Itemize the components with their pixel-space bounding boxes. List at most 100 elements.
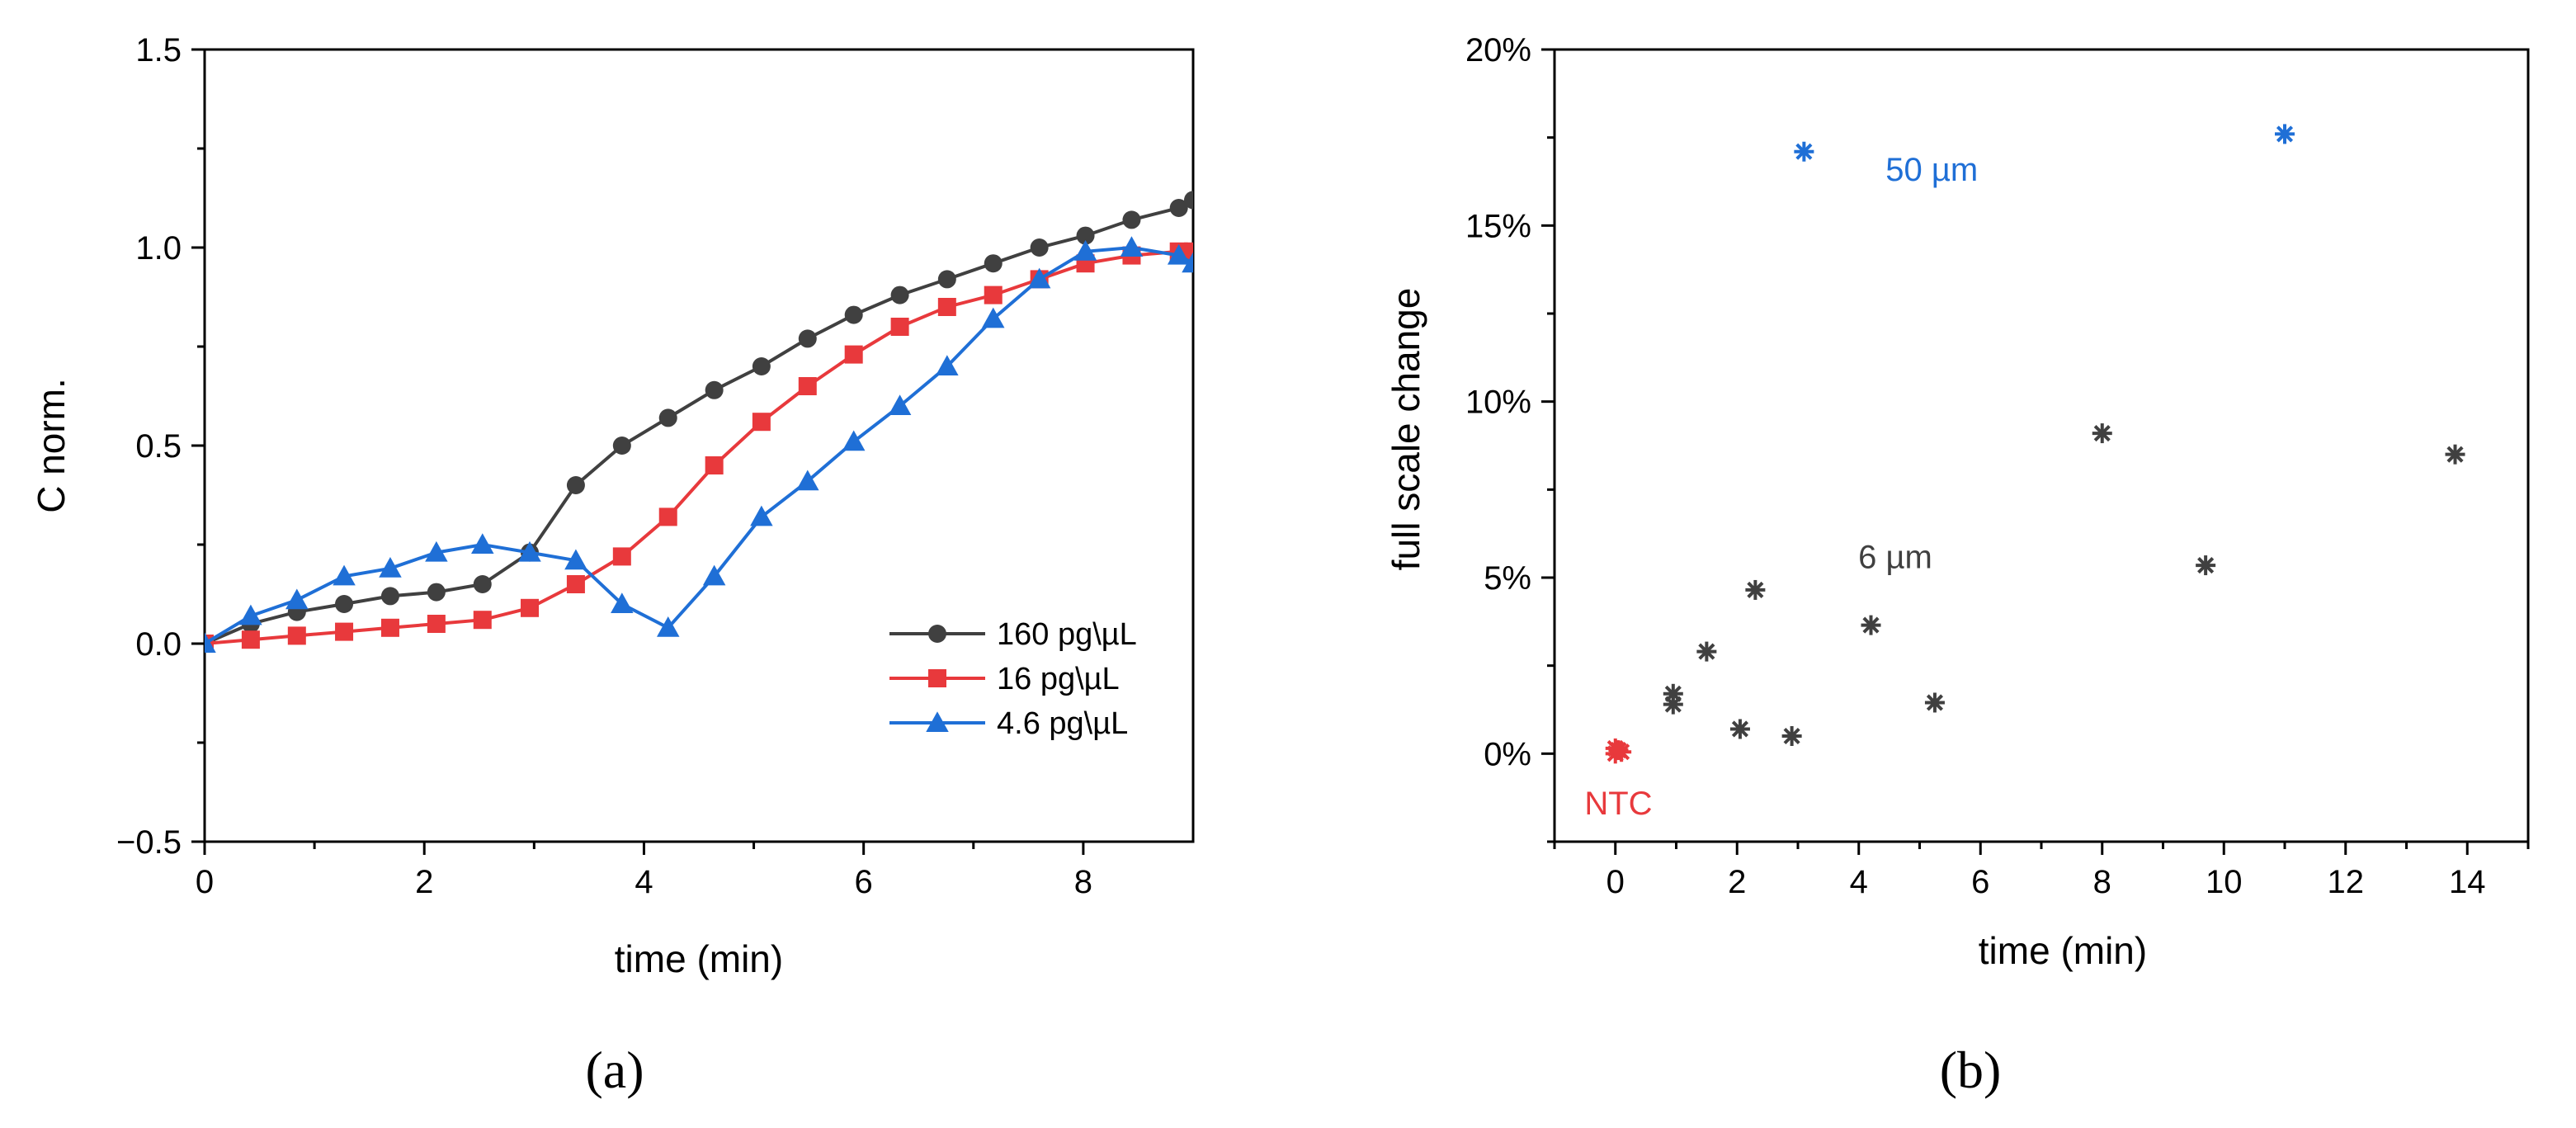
chart-b-series-2 xyxy=(1794,124,2295,162)
chart-a-data-point xyxy=(705,456,724,474)
chart-a-data-point xyxy=(890,286,909,304)
chart-a-data-point xyxy=(1073,240,1097,261)
chart-a-data-point xyxy=(380,618,399,637)
chart-b-data-point xyxy=(2275,124,2295,144)
chart-a-data-point xyxy=(521,598,540,617)
chart-a-legend-marker xyxy=(928,625,946,643)
chart-b-data-point xyxy=(1924,692,1945,713)
chart-a-data-point xyxy=(1169,199,1188,217)
chart-b-annotation: 6 µm xyxy=(1858,539,1932,575)
chart-a-legend-item: 4.6 pg\µL xyxy=(889,706,1128,741)
chart-a-data-point xyxy=(984,254,1003,273)
chart-a-y-tick-label: 1.5 xyxy=(135,32,182,68)
chart-a-legend: 160 pg\µL 16 pg\µL 4.6 pg\µL xyxy=(889,617,1137,741)
chart-a-data-point xyxy=(427,583,446,602)
chart-a-y-tick-label: 0.0 xyxy=(135,626,182,663)
chart-a-data-point xyxy=(796,470,819,491)
chart-a-data-point xyxy=(473,611,492,630)
chart-b-x-tick-label: 0 xyxy=(1606,864,1625,900)
chart-b-data-point xyxy=(2196,555,2216,576)
chart-a-data-point xyxy=(937,298,956,316)
chart-a-legend-marker xyxy=(926,711,949,732)
chart-b-x-tick-label: 2 xyxy=(1728,864,1746,900)
chart-a-data-point xyxy=(890,318,909,336)
chart-b-x-tick-label: 12 xyxy=(2328,864,2365,900)
chart-a-data-point xyxy=(1184,191,1193,210)
chart-b-y-tick-label: 5% xyxy=(1484,560,1531,597)
chart-a-data-point xyxy=(658,408,677,427)
chart-a-data-point xyxy=(380,587,399,606)
chart-a-data-point xyxy=(241,630,260,649)
chart-a-y-tick-label: 1.0 xyxy=(135,230,182,267)
chart-b-ticks: 0 2 4 6 8 10 12 14 0% 5% 10% 15% 20% xyxy=(1465,32,2530,900)
chart-a-data-point xyxy=(427,615,446,633)
chart-b-y-tick-label: 0% xyxy=(1484,736,1531,772)
chart-b-data-point xyxy=(2092,423,2112,444)
chart-b-data-point xyxy=(1861,615,1881,635)
chart-a-legend-marker xyxy=(928,669,946,687)
chart-b-data-point xyxy=(1663,694,1683,715)
chart-a-data-point xyxy=(798,377,817,395)
chart-a-data-point xyxy=(1027,267,1051,289)
chart-b-data-point xyxy=(1781,726,1802,746)
chart-b-data-point xyxy=(1729,719,1750,739)
chart-a-data-point xyxy=(752,413,771,432)
chart-a-data-point xyxy=(750,505,773,526)
chart-a-data-point xyxy=(888,394,912,415)
chart-b-data-point xyxy=(2445,444,2465,465)
chart-a-x-tick-label: 0 xyxy=(196,864,214,900)
chart-a-data-point xyxy=(566,476,585,494)
chart-b-y-tick-label: 15% xyxy=(1465,208,1531,244)
chart-a-y-axis-title: C norm. xyxy=(30,378,73,513)
chart-b-data-point xyxy=(1696,641,1717,662)
chart-a-data-point xyxy=(285,588,309,610)
chart-b-x-tick-label: 8 xyxy=(2093,864,2111,900)
chart-b-x-tick-label: 10 xyxy=(2206,864,2243,900)
chart-a-data-point xyxy=(842,430,866,451)
chart-a-series xyxy=(205,191,1193,653)
chart-a-data-point xyxy=(844,305,863,324)
chart-a-data-point xyxy=(239,604,262,625)
chart-a-data-point xyxy=(705,380,724,399)
chart-a-data-point xyxy=(981,307,1005,328)
chart-a-data-point xyxy=(937,270,956,289)
chart-a-y-tick-label: 0.5 xyxy=(135,428,182,465)
chart-a-data-point xyxy=(612,437,631,455)
chart-b-annotation: 50 µm xyxy=(1885,152,1978,188)
chart-b-series xyxy=(1605,124,2465,764)
chart-a-data-point xyxy=(798,329,817,348)
chart-a-data-point xyxy=(1030,238,1049,257)
chart-a-data-point xyxy=(1120,236,1144,257)
chart-a-x-tick-label: 2 xyxy=(415,864,433,900)
chart-a-data-point xyxy=(1182,252,1193,273)
chart-a-data-point xyxy=(287,626,306,645)
chart-b-data-point xyxy=(1794,141,1814,162)
chart-a-data-point xyxy=(379,557,402,578)
chart-a-data-point xyxy=(702,564,726,586)
chart-a-legend-item: 160 pg\µL xyxy=(889,617,1137,652)
chart-a-data-point xyxy=(611,592,634,613)
chart-a-data-point xyxy=(518,540,541,562)
chart-a-ticks: 0 2 4 6 8 −0.5 0.0 0.5 1.0 1.5 xyxy=(116,32,1092,900)
chart-a-legend-item: 16 pg\µL xyxy=(889,662,1120,696)
chart-a-data-point xyxy=(473,575,492,593)
chart-a-data-point xyxy=(1076,226,1095,245)
chart-a-data-point xyxy=(1122,210,1141,229)
chart-a-data-point xyxy=(612,547,631,566)
chart-a-legend-label: 16 pg\µL xyxy=(997,662,1120,696)
chart-a-data-point xyxy=(844,345,863,364)
chart-a-legend-label: 4.6 pg\µL xyxy=(997,706,1128,741)
chart-a-data-point xyxy=(335,622,354,641)
chart-b-y-tick-label: 10% xyxy=(1465,385,1531,421)
panel-label-a: (a) xyxy=(585,1041,644,1099)
chart-b-x-axis-title: time (min) xyxy=(1979,929,2147,972)
chart-a-series-line xyxy=(205,198,1193,645)
chart-b-frame xyxy=(1553,48,2530,843)
panel-label-b: (b) xyxy=(1940,1041,2002,1099)
chart-b: 0 2 4 6 8 10 12 14 0% 5% 10% 15% 20% NTC 6 µm 50 µm ti… xyxy=(1385,32,2530,1099)
chart-b-x-tick-label: 6 xyxy=(1971,864,1989,900)
chart-a-data-point xyxy=(658,507,677,526)
chart-b-x-tick-label: 14 xyxy=(2449,864,2486,900)
chart-a-x-tick-label: 4 xyxy=(635,864,653,900)
chart-a-series-2 xyxy=(205,236,1193,653)
